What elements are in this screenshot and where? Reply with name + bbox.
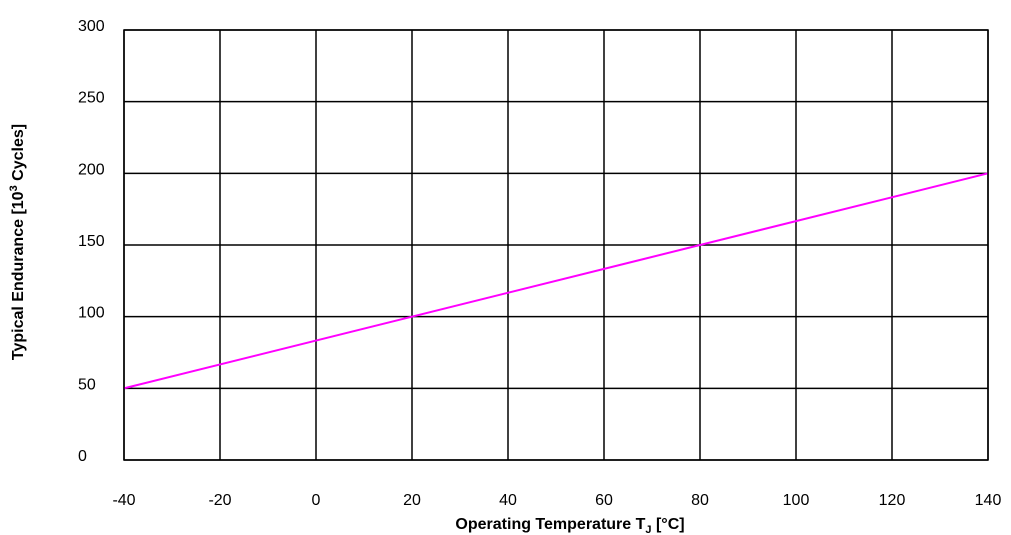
x-tick-labels: -40 -20 0 20 40 60 80 100 120 140 [112,492,1001,509]
x-tick-label: -40 [112,492,135,509]
x-tick-label: 20 [403,492,421,509]
x-axis-title: Operating Temperature TJ [°C] [455,516,684,535]
y-axis-title: Typical Endurance [103 Cycles] [8,124,27,360]
x-tick-label: 40 [499,492,517,509]
x-tick-label: 80 [691,492,709,509]
x-tick-label: 0 [312,492,321,509]
y-tick-label: 300 [78,18,105,35]
x-tick-label: 100 [783,492,810,509]
x-tick-label: -20 [208,492,231,509]
y-tick-label: 100 [78,305,105,322]
x-axis-title-unit: [°C] [652,516,685,533]
x-tick-label: 140 [975,492,1002,509]
y-axis-title-superscript: 3 [8,185,20,191]
y-tick-labels: 0 50 100 150 200 250 300 [78,18,105,465]
x-tick-label: 120 [879,492,906,509]
y-axis-title-post: Cycles] [10,124,27,185]
y-tick-label: 0 [78,448,87,465]
plot-frame [123,29,989,461]
x-tick-label: 60 [595,492,613,509]
x-axis-title-subscript: J [645,524,651,535]
y-axis-title-pre: Typical Endurance [10 [10,191,27,360]
y-tick-label: 250 [78,90,105,107]
y-tick-label: 150 [78,233,105,250]
y-tick-label: 200 [78,161,105,178]
series-line [123,172,989,390]
series-layer [123,172,989,390]
grid-lines [123,29,989,461]
y-tick-label: 50 [78,376,96,393]
x-axis-title-main: Operating Temperature T [455,516,645,533]
